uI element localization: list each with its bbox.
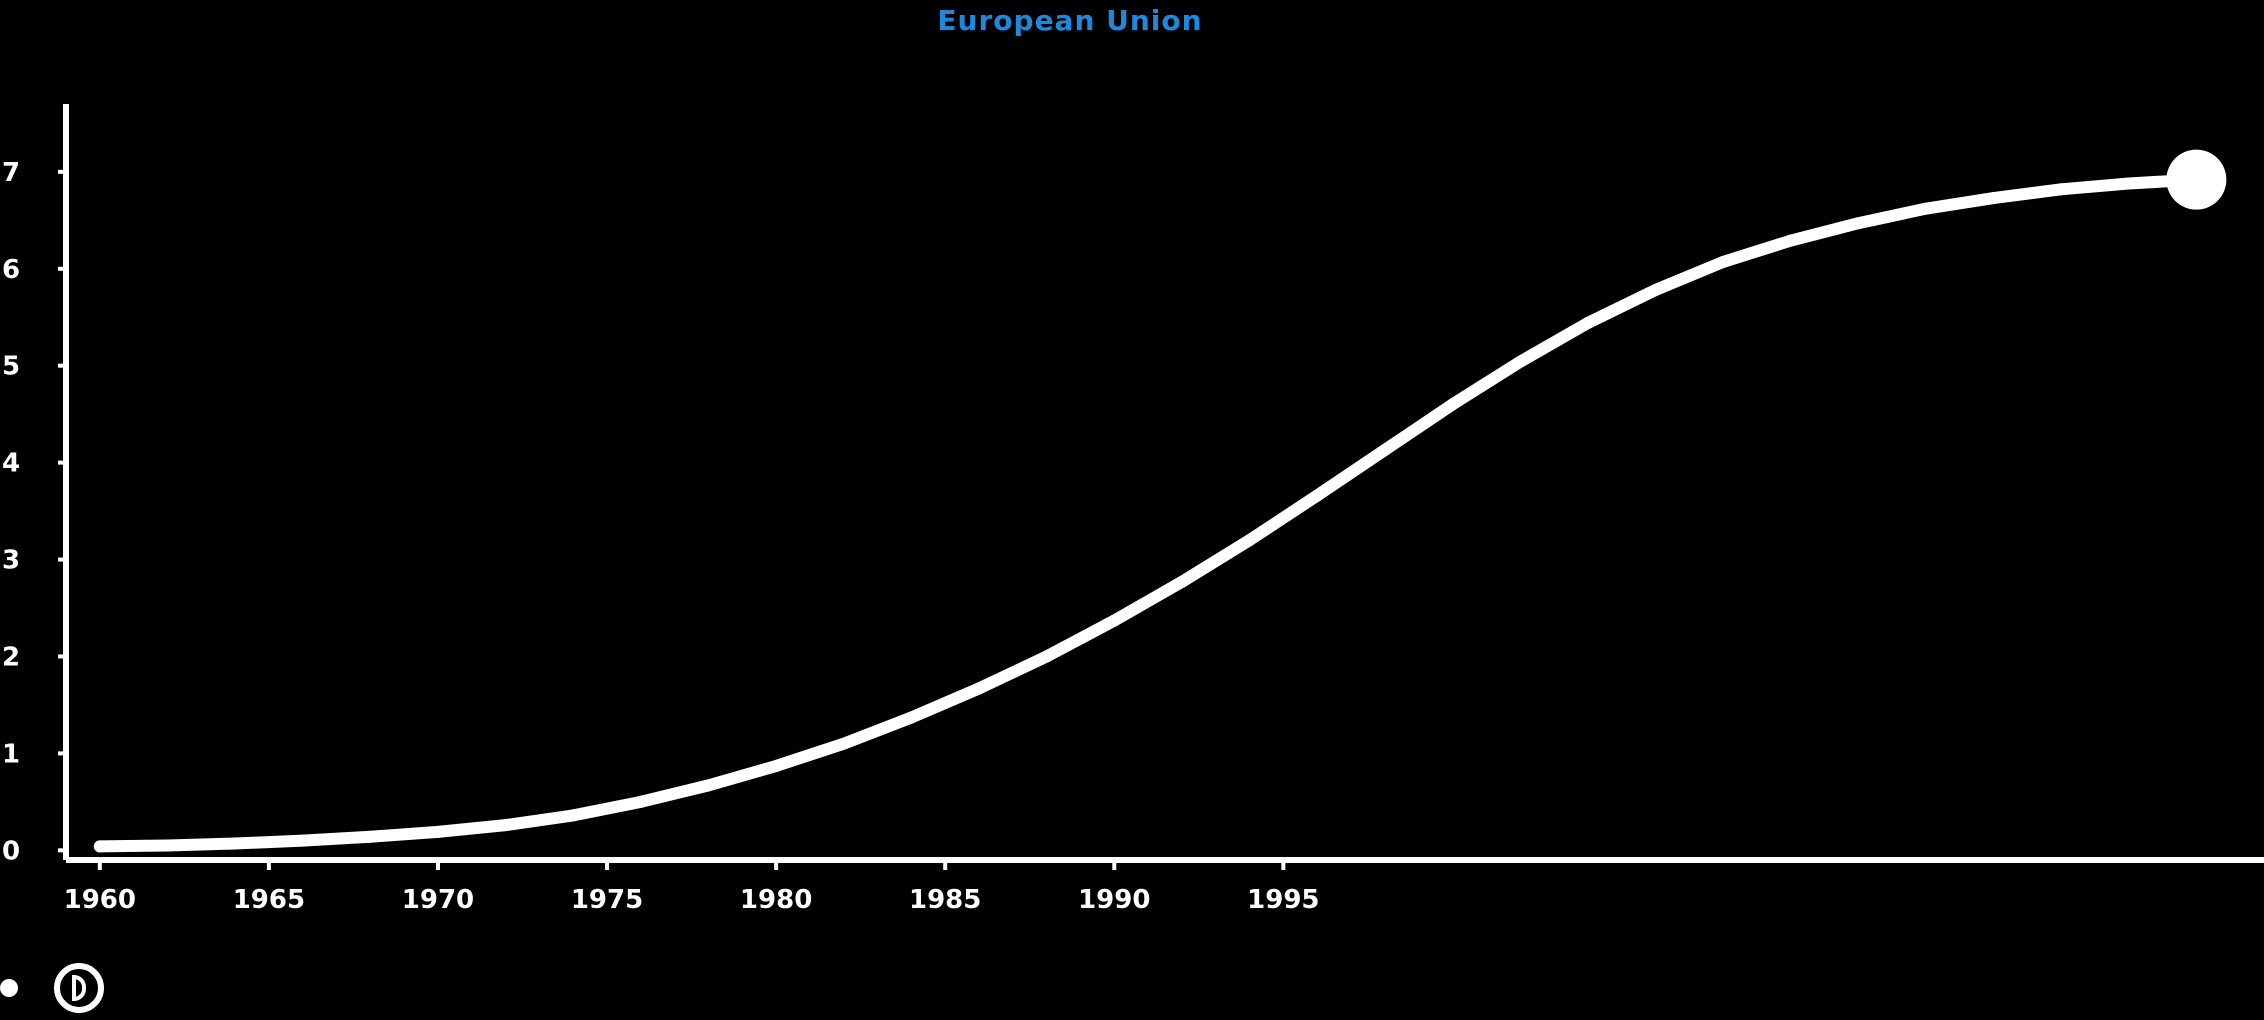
series-point: [770, 759, 783, 772]
y-axis-ticks: 0 1 2 3 4 5 6 7: [2, 158, 66, 866]
legend-ring-glyph-icon: [72, 975, 86, 1001]
series-point: [567, 809, 580, 822]
series-point: [1514, 355, 1527, 368]
y-tick-label: 0: [2, 836, 20, 866]
chart-title: European Union: [937, 4, 1203, 37]
chart-series: [93, 173, 2203, 853]
y-tick-label: 1: [2, 739, 20, 769]
series-point: [1649, 284, 1662, 297]
legend-item-series: [0, 979, 32, 997]
series-point: [1175, 575, 1188, 588]
x-tick-label: 1980: [740, 885, 812, 915]
series-point: [229, 837, 242, 850]
series-point: [1784, 234, 1797, 247]
y-tick-label: 4: [2, 449, 20, 479]
legend-item-note: [54, 963, 118, 1013]
series-point: [499, 819, 512, 832]
series-point: [1243, 534, 1256, 547]
series-line: [93, 173, 2203, 853]
series-point: [1581, 317, 1594, 330]
chart-legend: [0, 958, 118, 1018]
series-point: [1852, 217, 1865, 230]
x-tick-label: 1985: [909, 885, 981, 915]
x-axis-ticks: 1960 1965 1970 1975 1980 1985 1990 1995: [64, 860, 1320, 915]
series-point: [296, 834, 309, 847]
legend-marker-dot-icon: [0, 979, 18, 997]
series-point: [634, 795, 647, 808]
x-tick-label: 1995: [1247, 885, 1319, 915]
series-point: [1040, 650, 1053, 663]
series-point: [161, 839, 174, 852]
y-tick-label: 5: [2, 352, 20, 382]
series-point: [431, 825, 444, 838]
series-point: [1716, 255, 1729, 268]
series-point: [973, 682, 986, 695]
series-point: [837, 737, 850, 750]
y-tick-label: 6: [2, 255, 20, 285]
x-tick-label: 1960: [64, 885, 136, 915]
chart-axes: [63, 104, 2264, 863]
x-tick-label: 1970: [402, 885, 474, 915]
series-point: [905, 711, 918, 724]
series-point: [1446, 398, 1459, 411]
x-tick-label: 1990: [1078, 885, 1150, 915]
series-point: [1987, 192, 2000, 205]
series-endpoint: [2166, 149, 2227, 210]
series-point: [1919, 202, 1932, 215]
x-tick-label: 1975: [571, 885, 643, 915]
series-point: [364, 830, 377, 843]
chart-points: [93, 149, 2227, 853]
y-tick-label: 7: [2, 158, 20, 188]
series-point: [1108, 614, 1121, 627]
series-point: [93, 840, 106, 853]
series-point: [702, 779, 715, 792]
series-point: [2122, 177, 2135, 190]
series-point: [2055, 183, 2068, 196]
chart-plot-area: 0 1 2 3 4 5 6 7 1960 1965 1970 1975 1980 1985 1990 199…: [2, 104, 2264, 915]
x-tick-label: 1965: [233, 885, 305, 915]
series-point: [1378, 444, 1391, 457]
series-point: [1311, 489, 1324, 502]
y-tick-label: 2: [2, 642, 20, 672]
legend-marker-ring-icon: [54, 963, 104, 1013]
y-tick-label: 3: [2, 546, 20, 576]
